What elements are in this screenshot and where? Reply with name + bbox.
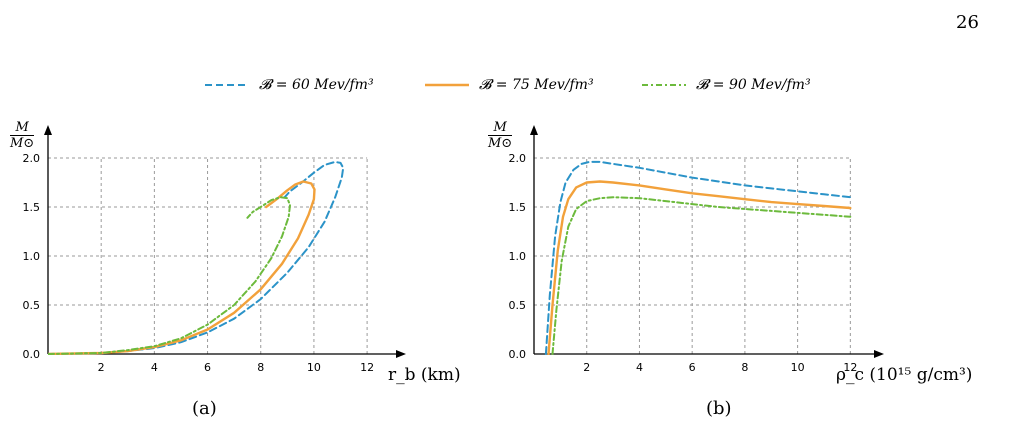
series-line xyxy=(551,196,852,355)
legend-label: 𝓑 = 75 Mev/fm³ xyxy=(479,77,594,93)
x-tick-label: 6 xyxy=(689,361,696,374)
chart-a-caption: (a) xyxy=(192,398,217,419)
legend-swatch xyxy=(642,84,686,86)
y-tick-label: 1.0 xyxy=(23,250,41,263)
y-tick-label: 1.0 xyxy=(509,250,527,263)
chart-a: 2 4 6 8 10 12 0.0 0.5 1.0 1.5 2.0 xyxy=(0,115,470,379)
series-line xyxy=(48,196,291,355)
y-tick-label: 1.5 xyxy=(509,201,527,214)
series-line xyxy=(547,180,852,356)
x-tick-label: 10 xyxy=(307,361,321,374)
legend-swatch xyxy=(425,83,469,87)
x-tick-label: 2 xyxy=(98,361,105,374)
chart-b-xlabel: ρ_c (10¹⁵ g/cm³) xyxy=(836,365,973,385)
chart-b: 2 4 6 8 10 12 0.0 0.5 1.0 1.5 2.0 xyxy=(488,115,888,379)
legend-label: 𝓑 = 90 Mev/fm³ xyxy=(696,77,811,93)
y-tick-label: 0.0 xyxy=(509,348,527,361)
ylabel-numerator: M xyxy=(493,120,507,135)
y-axis-arrow xyxy=(530,125,538,135)
x-tick-label: 8 xyxy=(257,361,264,374)
x-axis-arrow xyxy=(396,350,406,358)
legend-item: 𝓑 = 60 Mev/fm³ xyxy=(205,72,374,98)
x-tick-label: 6 xyxy=(204,361,211,374)
legend-item: 𝓑 = 75 Mev/fm³ xyxy=(425,72,594,98)
legend: 𝓑 = 60 Mev/fm³ 𝓑 = 75 Mev/fm³ 𝓑 = 90 Mev… xyxy=(0,72,1009,98)
y-axis-arrow xyxy=(44,125,52,135)
chart-a-ylabel: M M⊙ xyxy=(10,120,35,151)
legend-swatch xyxy=(205,84,249,86)
x-tick-label: 4 xyxy=(151,361,158,374)
y-tick-label: 0.5 xyxy=(509,299,527,312)
ylabel-numerator: M xyxy=(15,120,29,135)
x-tick-label: 4 xyxy=(636,361,643,374)
legend-label: 𝓑 = 60 Mev/fm³ xyxy=(259,77,374,93)
y-tick-label: 0.0 xyxy=(23,348,41,361)
x-axis-arrow xyxy=(874,350,884,358)
ylabel-denominator: M⊙ xyxy=(10,135,35,151)
y-tick-label: 1.5 xyxy=(23,201,41,214)
ylabel-denominator: M⊙ xyxy=(488,135,513,151)
y-tick-label: 0.5 xyxy=(23,299,41,312)
chart-b-svg: 2 4 6 8 10 12 0.0 0.5 1.0 1.5 2.0 xyxy=(509,125,884,374)
series-line xyxy=(544,160,852,355)
x-tick-label: 12 xyxy=(360,361,374,374)
chart-b-caption: (b) xyxy=(706,398,732,419)
x-tick-label: 10 xyxy=(791,361,805,374)
chart-a-svg: 2 4 6 8 10 12 0.0 0.5 1.0 1.5 2.0 xyxy=(23,125,406,374)
x-tick-label: 2 xyxy=(583,361,590,374)
y-tick-label: 2.0 xyxy=(23,152,41,165)
legend-item: 𝓑 = 90 Mev/fm³ xyxy=(642,72,811,98)
x-tick-label: 12 xyxy=(843,361,857,374)
series-line xyxy=(48,160,345,355)
y-tick-label: 2.0 xyxy=(509,152,527,165)
x-tick-label: 8 xyxy=(741,361,748,374)
page-number: 26 xyxy=(956,12,979,33)
chart-a-xlabel: r_b (km) xyxy=(388,365,461,385)
chart-b-ylabel: M M⊙ xyxy=(488,120,513,151)
